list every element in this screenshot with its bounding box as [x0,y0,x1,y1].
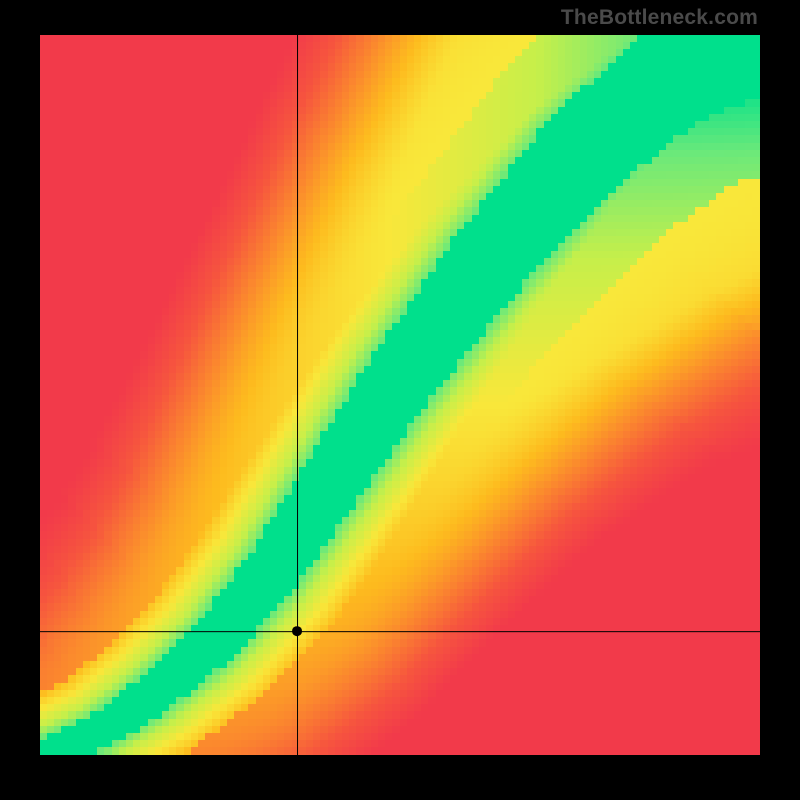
heatmap-plot [40,35,760,755]
heatmap-canvas [40,35,760,755]
watermark-label: TheBottleneck.com [561,6,758,30]
chart-frame: { "watermark": { "text": "TheBottleneck.… [0,0,800,800]
